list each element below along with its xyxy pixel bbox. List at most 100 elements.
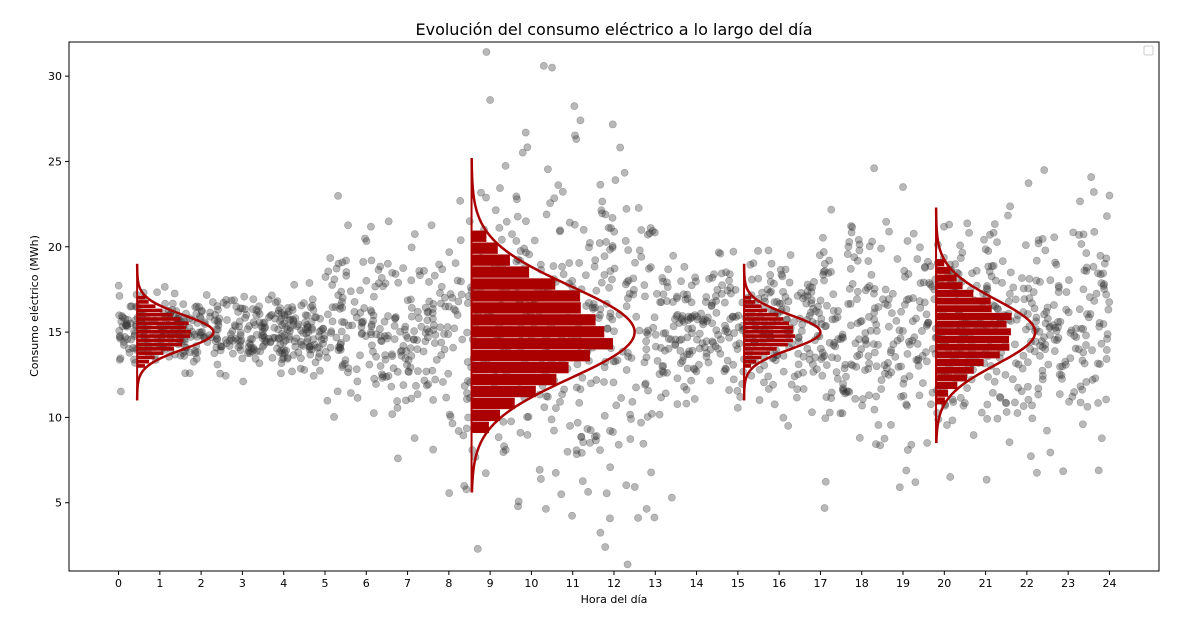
scatter-point xyxy=(677,335,686,344)
scatter-point xyxy=(438,265,447,274)
x-tick-label: 16 xyxy=(772,577,786,590)
scatter-point xyxy=(958,248,967,257)
scatter-point xyxy=(568,276,577,285)
scatter-point xyxy=(1082,267,1091,275)
x-tick-label: 0 xyxy=(115,577,122,590)
scatter-point xyxy=(669,251,678,260)
scatter-point xyxy=(437,338,446,347)
scatter-point xyxy=(770,298,779,307)
scatter-point xyxy=(337,339,345,347)
scatter-point xyxy=(403,361,411,369)
scatter-point xyxy=(390,335,399,344)
scatter-point xyxy=(896,334,905,343)
scatter-point xyxy=(733,403,742,412)
scatter-point xyxy=(960,399,969,407)
scatter-point xyxy=(888,289,897,298)
scatter-point xyxy=(303,311,312,320)
scatter-point xyxy=(376,332,385,340)
scatter-point xyxy=(393,367,402,376)
scatter-point xyxy=(336,301,345,310)
scatter-point xyxy=(683,350,692,359)
scatter-point xyxy=(824,269,833,277)
scatter-point xyxy=(846,299,855,308)
scatter-point xyxy=(338,363,347,372)
scatter-point xyxy=(596,180,605,189)
scatter-point xyxy=(1100,259,1109,268)
scatter-point xyxy=(823,301,831,310)
scatter-point xyxy=(992,367,1001,376)
scatter-point xyxy=(211,310,219,319)
histogram-bar xyxy=(137,317,181,321)
scatter-point xyxy=(1088,375,1097,384)
scatter-point xyxy=(617,394,626,402)
scatter-point xyxy=(211,337,220,345)
scatter-point xyxy=(1050,335,1059,344)
scatter-point xyxy=(919,278,928,287)
scatter-point xyxy=(342,334,351,342)
scatter-point xyxy=(1054,317,1062,326)
scatter-point xyxy=(572,135,581,144)
scatter-point xyxy=(600,363,609,372)
x-tick-label: 7 xyxy=(404,577,411,590)
scatter-point xyxy=(801,292,809,301)
scatter-point xyxy=(847,228,856,237)
scatter-point xyxy=(208,298,217,306)
scatter-point xyxy=(1050,233,1059,242)
scatter-point xyxy=(316,314,325,323)
scatter-point xyxy=(259,331,268,340)
scatter-point xyxy=(1025,274,1034,283)
scatter-point xyxy=(424,380,433,389)
scatter-point xyxy=(984,262,993,271)
scatter-point xyxy=(818,348,827,357)
scatter-point xyxy=(711,292,720,301)
scatter-point xyxy=(568,511,576,520)
scatter-point xyxy=(1099,269,1107,278)
scatter-point xyxy=(214,321,223,330)
scatter-point xyxy=(904,270,913,278)
scatter-point xyxy=(596,528,605,537)
scatter-point xyxy=(807,299,816,308)
scatter-point xyxy=(226,330,235,339)
scatter-point xyxy=(637,252,646,261)
scatter-point xyxy=(501,161,510,170)
scatter-point xyxy=(353,393,362,402)
scatter-point xyxy=(1046,448,1055,457)
scatter-point xyxy=(893,255,902,263)
scatter-point xyxy=(920,263,929,272)
scatter-point xyxy=(843,250,852,259)
scatter-point xyxy=(853,319,862,328)
scatter-point xyxy=(839,380,847,388)
scatter-point xyxy=(712,326,721,335)
scatter-point xyxy=(658,367,667,376)
scatter-point xyxy=(217,342,226,351)
scatter-point xyxy=(1058,362,1067,371)
scatter-point xyxy=(809,304,818,313)
scatter-point xyxy=(853,256,862,265)
scatter-point xyxy=(352,365,361,374)
scatter-point xyxy=(588,303,597,312)
scatter-point xyxy=(127,335,136,344)
scatter-point xyxy=(486,96,495,104)
scatter-point xyxy=(897,307,906,316)
histogram-bar xyxy=(471,230,487,242)
scatter-point xyxy=(627,354,636,362)
scatter-point xyxy=(645,229,654,238)
scatter-point xyxy=(367,256,376,265)
scatter-point xyxy=(344,321,353,330)
scatter-point xyxy=(1012,359,1020,368)
scatter-point xyxy=(1052,326,1061,335)
scatter-point xyxy=(228,327,237,336)
scatter-point xyxy=(316,366,324,375)
scatter-point xyxy=(585,298,593,307)
scatter-point xyxy=(709,338,718,347)
scatter-point xyxy=(413,345,422,354)
histogram-bar xyxy=(744,338,793,343)
scatter-point xyxy=(437,299,445,308)
scatter-point xyxy=(535,465,544,474)
scatter-point xyxy=(342,271,351,280)
scatter-point xyxy=(193,348,202,357)
scatter-point xyxy=(428,304,437,313)
scatter-point xyxy=(513,212,522,221)
scatter-point xyxy=(1043,426,1051,435)
scatter-point xyxy=(622,204,631,213)
